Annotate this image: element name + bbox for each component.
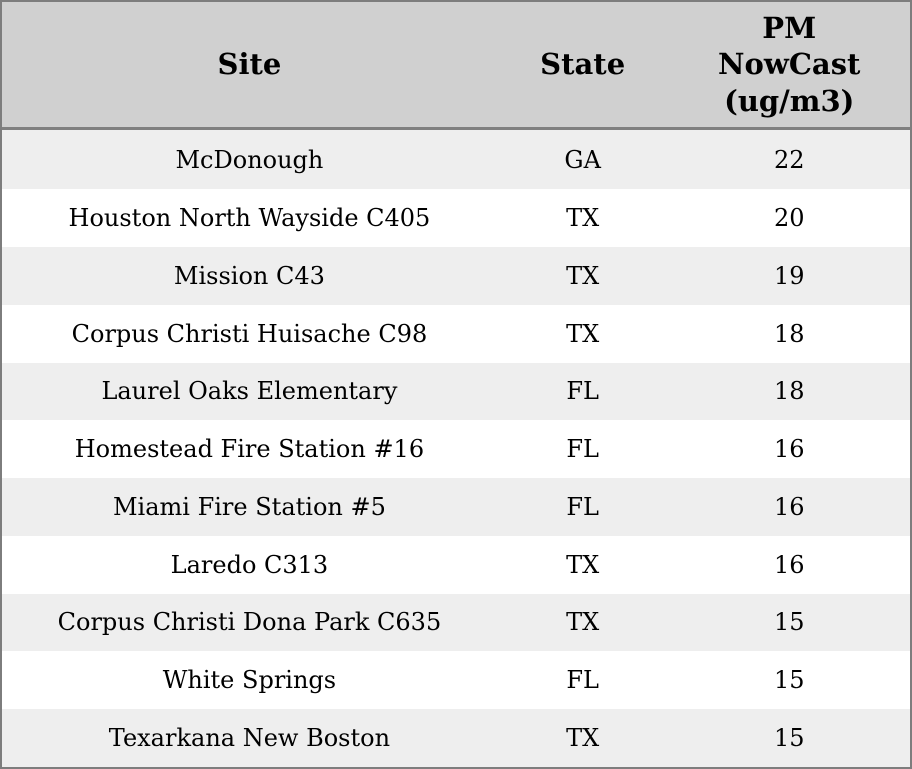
- site-cell: McDonough: [175, 145, 324, 174]
- pm-nowcast-cell: 15: [773, 724, 805, 753]
- pm-nowcast-cell: 19: [773, 261, 805, 290]
- state-cell: TX: [566, 724, 600, 753]
- pm-nowcast-cell: 20: [773, 204, 805, 233]
- pm-nowcast-cell: 16: [773, 492, 805, 521]
- table-row: Laurel Oaks Elementary FL 18: [2, 362, 910, 421]
- pm-nowcast-cell: 18: [773, 319, 805, 348]
- table-body: McDonough GA 22 Houston North Wayside C405 T…: [2, 128, 910, 767]
- state-cell: TX: [566, 608, 600, 637]
- table-row: Texarkana New Boston TX 15: [2, 709, 910, 767]
- table-row: Laredo C313 TX 16: [2, 535, 910, 594]
- site-cell: Laredo C313: [170, 550, 329, 579]
- state-cell: TX: [566, 204, 600, 233]
- pm-nowcast-cell: 15: [773, 666, 805, 695]
- site-cell: Texarkana New Boston: [108, 724, 391, 753]
- site-cell: White Springs: [162, 666, 337, 695]
- state-cell: TX: [566, 319, 600, 348]
- state-cell: FL: [566, 666, 599, 695]
- pm-nowcast-cell: 16: [773, 550, 805, 579]
- column-header-state: State: [496, 2, 669, 130]
- table-row: Corpus Christi Dona Park C635 TX 15: [2, 593, 910, 652]
- site-cell: Miami Fire Station #5: [112, 492, 386, 521]
- site-cell: Mission C43: [173, 261, 325, 290]
- pm-nowcast-cell: 16: [773, 435, 805, 464]
- site-cell: Corpus Christi Dona Park C635: [57, 608, 442, 637]
- column-header-pm-nowcast: PM NowCast (ug/m3): [668, 2, 910, 130]
- site-cell: Corpus Christi Huisache C98: [71, 319, 428, 348]
- site-cell: Laurel Oaks Elementary: [101, 377, 398, 406]
- state-cell: TX: [566, 550, 600, 579]
- table-row: Homestead Fire Station #16 FL 16: [2, 420, 910, 479]
- table-row: Houston North Wayside C405 TX 20: [2, 189, 910, 248]
- table-row: Mission C43 TX 19: [2, 247, 910, 305]
- site-cell: Houston North Wayside C405: [68, 204, 431, 233]
- state-cell: GA: [564, 145, 601, 174]
- pm-nowcast-cell: 22: [773, 145, 805, 174]
- site-cell: Homestead Fire Station #16: [74, 435, 425, 464]
- table-row: Corpus Christi Huisache C98 TX 18: [2, 304, 910, 363]
- pm-nowcast-cell: 18: [773, 377, 805, 406]
- table-row: White Springs FL 15: [2, 651, 910, 710]
- state-cell: TX: [566, 261, 600, 290]
- table-row: Miami Fire Station #5 FL 16: [2, 478, 910, 536]
- column-header-site: Site: [2, 2, 497, 130]
- state-cell: FL: [566, 492, 599, 521]
- pm-nowcast-cell: 15: [773, 608, 805, 637]
- header-row: Site State PM NowCast (ug/m3): [2, 2, 910, 130]
- table-row: McDonough GA 22: [2, 128, 910, 190]
- state-cell: FL: [566, 435, 599, 464]
- state-cell: FL: [566, 377, 599, 406]
